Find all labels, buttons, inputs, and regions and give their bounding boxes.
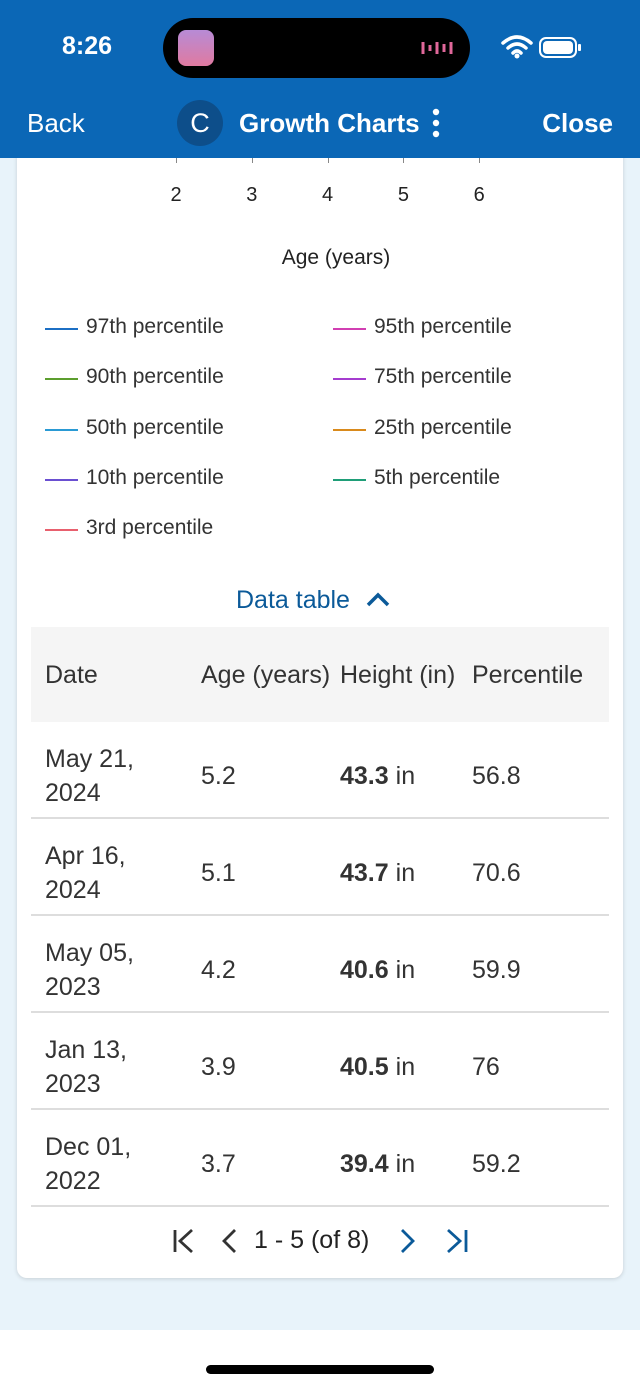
column-header: Height (in) (340, 661, 456, 689)
date-cell: Apr 16, 2024 (45, 841, 126, 904)
height-unit: in (395, 858, 416, 887)
legend-line (333, 328, 366, 330)
legend-line (333, 478, 366, 481)
home-indicator (206, 1365, 434, 1374)
legend-line (45, 478, 78, 481)
age-cell: 5.1 (201, 858, 236, 887)
back-button[interactable]: Back (27, 108, 85, 138)
page-controls-prev[interactable] (172, 1228, 242, 1254)
height-unit: in (395, 955, 416, 984)
percentile-cell: 59.9 (472, 955, 521, 984)
legend-label: 5th percentile (374, 465, 501, 489)
age-cell: 3.9 (201, 1052, 236, 1081)
x-tick-label: 5 (397, 184, 409, 206)
height-cell: 40.6 in (340, 926, 415, 1013)
column-header: Percentile (472, 661, 584, 689)
date-cell: May 05, 2023 (45, 938, 134, 1001)
legend-line (45, 529, 78, 532)
column-header: Date (45, 661, 98, 689)
toggle-label: Data table (236, 586, 350, 614)
percentile-cell: 56.8 (472, 761, 521, 790)
height-cell: 43.7 in (340, 829, 415, 916)
x-axis-label: Age (years) (281, 246, 391, 269)
legend-label: 50th percentile (86, 415, 224, 439)
table-header (31, 627, 609, 722)
header: 8:26 Back C Growth Charts Close (0, 0, 640, 158)
percentile-cell: 76 (472, 1052, 500, 1081)
age-cell: 5.2 (201, 761, 236, 790)
legend-label: 90th percentile (86, 365, 224, 389)
height-cell: 43.3 in (340, 732, 415, 819)
chevron-up (366, 592, 390, 607)
table-row (31, 916, 609, 1013)
date-cell: May 21, 2024 (45, 744, 134, 807)
page-title: Growth Charts (239, 108, 420, 138)
legend-line (45, 378, 78, 381)
data-table-toggle[interactable]: Data table (236, 586, 391, 615)
tick-mark (479, 158, 481, 163)
tick-mark (327, 158, 329, 163)
tick-mark (251, 158, 253, 163)
height-value: 43.7 (340, 858, 389, 887)
tick-mark (176, 158, 177, 163)
page-controls-next[interactable] (398, 1228, 470, 1254)
height-unit: in (395, 1149, 416, 1178)
percentile-cell: 70.6 (472, 858, 521, 887)
app-icon (178, 30, 214, 66)
pagination: 1 - 5 (of 8) (172, 1224, 472, 1258)
percentile-cell: 59.2 (472, 1149, 521, 1178)
height-value: 40.5 (340, 1052, 389, 1081)
table-row (31, 819, 609, 916)
avatar[interactable]: C (177, 100, 223, 146)
table-row (31, 1110, 609, 1207)
height-value: 39.4 (340, 1149, 389, 1178)
table-row (31, 1013, 609, 1110)
age-cell: 3.7 (201, 1149, 236, 1178)
legend-label: 10th percentile (86, 465, 224, 489)
more-menu[interactable] (430, 108, 442, 140)
audio-wave (421, 42, 453, 54)
bottom-bar (0, 1330, 640, 1387)
height-cell: 40.5 in (340, 1023, 415, 1110)
date-cell: Jan 13, 2023 (45, 1035, 128, 1098)
age-cell: 4.2 (201, 955, 236, 984)
time: 8:26 (62, 32, 113, 60)
legend-line (333, 378, 366, 381)
legend-label: 95th percentile (374, 315, 512, 338)
tick-mark (403, 158, 405, 163)
height-unit: in (395, 761, 416, 790)
legend-line (45, 328, 78, 330)
x-tick-label: 4 (322, 184, 334, 206)
table-row (31, 722, 609, 819)
height-value: 40.6 (340, 955, 389, 984)
height-value: 43.3 (340, 761, 389, 790)
legend-label: 25th percentile (374, 415, 512, 439)
height-unit: in (395, 1052, 416, 1081)
status-icons (501, 35, 581, 59)
legend-label: 3rd percentile (86, 516, 214, 540)
legend-label: 75th percentile (374, 365, 512, 389)
dynamic-island (163, 18, 470, 78)
date-cell: Dec 01, 2022 (45, 1132, 132, 1195)
column-header: Age (years) (201, 661, 331, 689)
legend-label: 97th percentile (86, 315, 224, 338)
x-tick-label: 2 (170, 184, 182, 206)
legend-line (333, 428, 366, 431)
x-tick-label: 6 (473, 184, 485, 206)
page-range: 1 - 5 (of 8) (254, 1226, 370, 1254)
legend-line (45, 428, 78, 431)
close-button[interactable]: Close (542, 108, 613, 138)
height-cell: 39.4 in (340, 1120, 415, 1207)
x-tick-label: 3 (246, 184, 258, 206)
